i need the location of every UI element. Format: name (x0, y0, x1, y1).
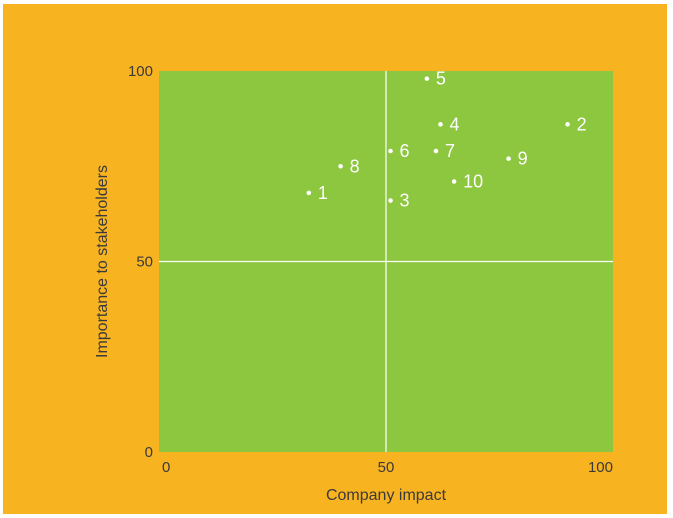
data-point-label: 6 (400, 141, 410, 161)
x-axis-label: Company impact (326, 487, 447, 504)
data-point-label: 1 (318, 183, 328, 203)
data-points: 1 2 3 4 5 6 7 8 9 10 (306, 69, 587, 211)
chart-container: 0 50 100 0 50 100 1 2 3 4 5 6 7 8 9 10 Company impact… (3, 4, 667, 514)
y-axis-label: Importance to stakeholders (94, 165, 111, 358)
x-tick-label: 50 (378, 459, 395, 476)
y-axis-ticks: 0 50 100 (128, 63, 153, 461)
data-point-label: 8 (350, 156, 360, 176)
data-point (451, 179, 457, 184)
data-point (424, 76, 430, 81)
data-point (506, 156, 511, 161)
data-point (433, 148, 439, 154)
data-point (388, 148, 393, 154)
data-point-label: 9 (518, 149, 528, 169)
scatter-chart: 0 50 100 0 50 100 1 2 3 4 5 6 7 8 9 10 Company impact… (94, 63, 613, 504)
data-point-label: 7 (445, 141, 455, 161)
data-point (438, 122, 443, 127)
data-point-label: 4 (449, 114, 459, 134)
x-axis-ticks: 0 50 100 (162, 459, 613, 476)
data-point-label: 3 (400, 191, 410, 211)
data-point-label: 10 (463, 171, 483, 191)
data-point (338, 163, 343, 169)
y-tick-label: 0 (145, 444, 153, 461)
data-point (306, 190, 312, 196)
data-point-label: 2 (577, 114, 587, 134)
data-point (388, 198, 393, 203)
data-point (565, 122, 570, 127)
data-point-label: 5 (436, 69, 446, 89)
x-tick-label: 100 (588, 459, 613, 476)
y-tick-label: 100 (128, 63, 153, 80)
y-tick-label: 50 (136, 254, 153, 271)
x-tick-label: 0 (162, 459, 170, 476)
